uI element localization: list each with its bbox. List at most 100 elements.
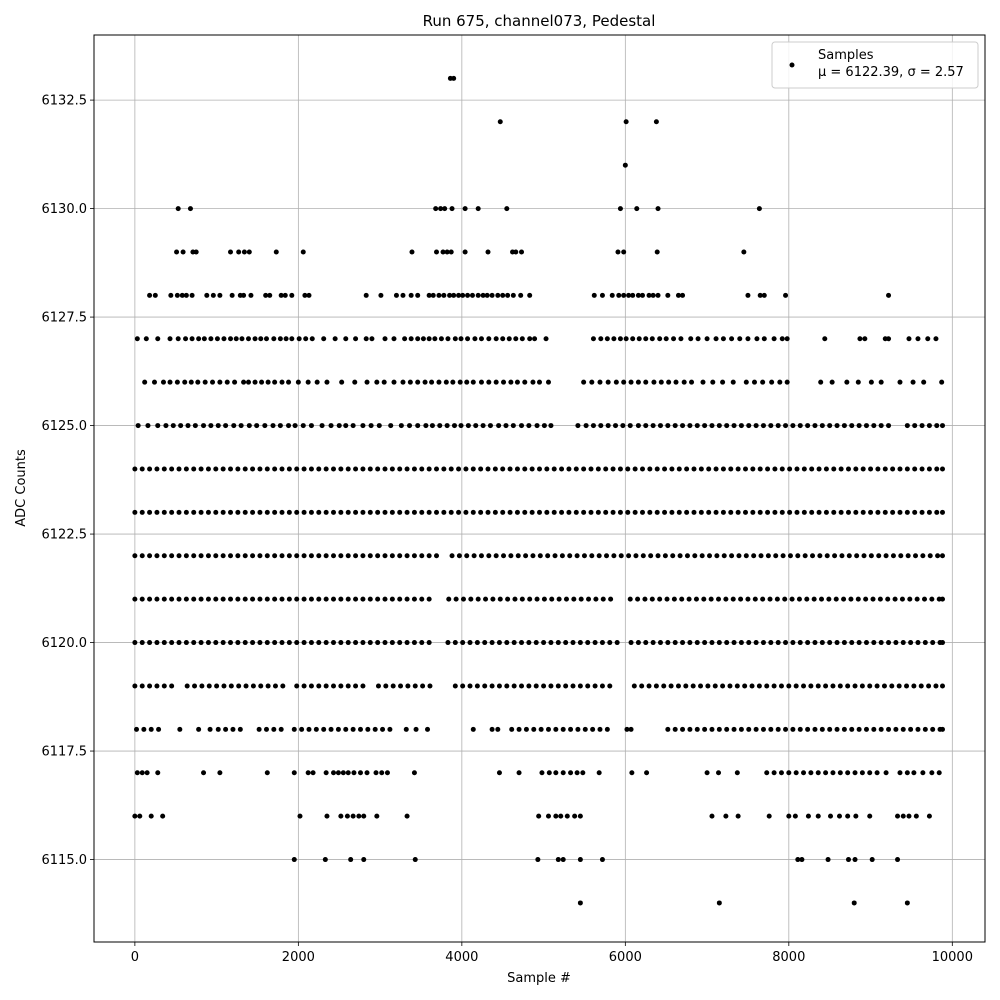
- data-point: [743, 379, 749, 385]
- data-point: [939, 379, 945, 385]
- data-point: [272, 683, 278, 689]
- data-point: [148, 726, 154, 732]
- data-point: [640, 553, 646, 559]
- data-point: [451, 292, 457, 298]
- data-point: [353, 683, 359, 689]
- data-point: [787, 553, 793, 559]
- data-point: [389, 596, 395, 602]
- data-point: [183, 553, 189, 559]
- data-point: [934, 466, 940, 472]
- data-point: [653, 683, 659, 689]
- data-point: [398, 683, 404, 689]
- data-point: [663, 336, 669, 342]
- data-point: [694, 726, 700, 732]
- data-point: [516, 770, 522, 776]
- data-point: [214, 683, 220, 689]
- data-point: [577, 900, 583, 906]
- data-point: [504, 640, 510, 646]
- data-point: [301, 509, 307, 515]
- data-point: [709, 726, 715, 732]
- data-point: [254, 423, 260, 429]
- data-point: [560, 726, 566, 732]
- data-point: [132, 466, 138, 472]
- data-point: [644, 770, 650, 776]
- data-point: [939, 640, 945, 646]
- data-point: [210, 379, 216, 385]
- data-point: [262, 423, 268, 429]
- data-point: [570, 683, 576, 689]
- data-point: [603, 509, 609, 515]
- data-point: [364, 379, 370, 385]
- data-point: [242, 596, 248, 602]
- data-point: [413, 726, 419, 732]
- data-point: [510, 423, 516, 429]
- data-point: [871, 640, 877, 646]
- data-point: [350, 423, 356, 429]
- data-point: [647, 466, 653, 472]
- data-point: [545, 553, 551, 559]
- data-point: [246, 249, 252, 255]
- data-point: [147, 292, 153, 298]
- data-point: [473, 423, 479, 429]
- data-point: [795, 553, 801, 559]
- data-point: [753, 726, 759, 732]
- data-point: [804, 596, 810, 602]
- data-point: [828, 813, 834, 819]
- data-point: [291, 857, 297, 863]
- data-point: [279, 509, 285, 515]
- data-point: [220, 509, 226, 515]
- data-point: [398, 423, 404, 429]
- data-point: [642, 596, 648, 602]
- data-point: [231, 423, 237, 429]
- data-point: [630, 292, 636, 298]
- data-point: [478, 553, 484, 559]
- data-point: [546, 770, 552, 776]
- data-point: [616, 292, 622, 298]
- data-point: [175, 206, 181, 212]
- data-point: [509, 726, 515, 732]
- data-point: [176, 509, 182, 515]
- data-point: [662, 509, 668, 515]
- data-point: [242, 509, 248, 515]
- data-point: [308, 509, 314, 515]
- data-point: [235, 553, 241, 559]
- data-point: [432, 336, 438, 342]
- data-point: [868, 553, 874, 559]
- data-point: [331, 553, 337, 559]
- data-point: [529, 466, 535, 472]
- data-point: [926, 423, 932, 429]
- data-point: [590, 726, 596, 732]
- data-point: [460, 292, 466, 298]
- data-point: [868, 509, 874, 515]
- data-point: [264, 509, 270, 515]
- data-point: [844, 379, 850, 385]
- data-point: [935, 553, 941, 559]
- data-point: [723, 813, 729, 819]
- data-point: [497, 596, 503, 602]
- data-point: [691, 466, 697, 472]
- data-point: [848, 596, 854, 602]
- data-point: [818, 379, 824, 385]
- data-point: [585, 683, 591, 689]
- data-point: [237, 726, 243, 732]
- data-point: [704, 336, 710, 342]
- data-point: [250, 509, 256, 515]
- data-point: [448, 249, 454, 255]
- data-point: [467, 683, 473, 689]
- data-point: [745, 336, 751, 342]
- data-point: [404, 813, 410, 819]
- data-point: [489, 726, 495, 732]
- data-point: [871, 423, 877, 429]
- data-point: [592, 683, 598, 689]
- data-point: [672, 423, 678, 429]
- data-point: [206, 683, 212, 689]
- data-point: [598, 423, 604, 429]
- data-point: [496, 683, 502, 689]
- data-point: [817, 553, 823, 559]
- data-point: [671, 596, 677, 602]
- data-point: [522, 379, 528, 385]
- data-point: [720, 466, 726, 472]
- data-point: [323, 770, 329, 776]
- data-point: [571, 596, 577, 602]
- data-point: [279, 466, 285, 472]
